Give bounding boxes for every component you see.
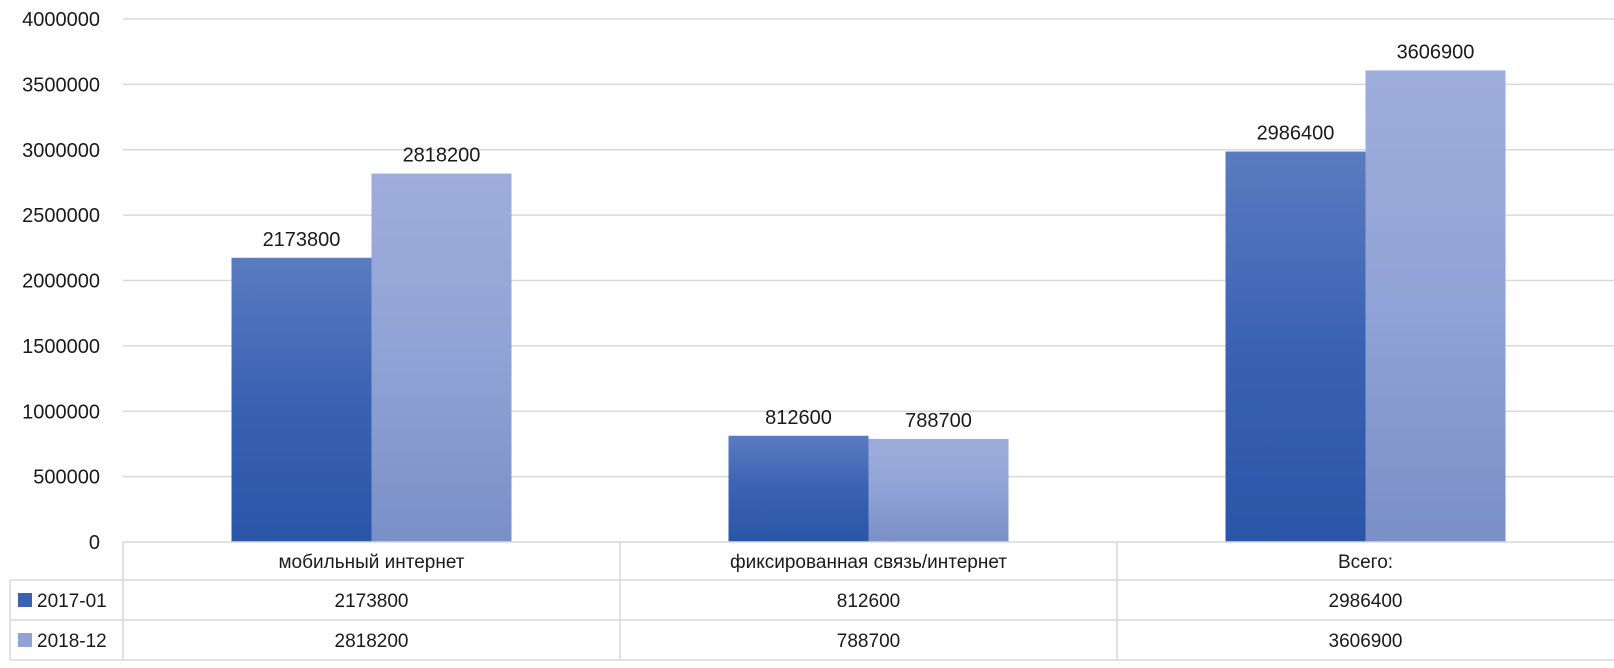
legend-label: 2017-01 bbox=[37, 591, 107, 612]
table-cell-value: 2986400 bbox=[1329, 591, 1403, 612]
table-cell-value: 2173800 bbox=[335, 591, 409, 612]
data-labels: 2173800 2818200 812600 788700 2986400 3606900 bbox=[263, 41, 1475, 431]
bar-2017-01-1 bbox=[728, 435, 869, 542]
data-label: 788700 bbox=[905, 410, 972, 432]
data-label: 3606900 bbox=[1397, 41, 1475, 63]
data-label: 2173800 bbox=[263, 229, 341, 251]
bar-2018-12-1 bbox=[868, 438, 1009, 542]
table-cell-value: 3606900 bbox=[1329, 631, 1403, 652]
y-tick-label: 2000000 bbox=[22, 271, 100, 293]
legend-key bbox=[18, 593, 32, 607]
y-tick-label: 1000000 bbox=[22, 401, 100, 423]
y-tick-label: 0 bbox=[89, 532, 100, 554]
legend-label: 2018-12 bbox=[37, 631, 107, 652]
bar-2018-12-0 bbox=[371, 173, 512, 542]
data-label: 812600 bbox=[765, 407, 832, 429]
y-tick-label: 500000 bbox=[33, 467, 100, 489]
x-category-label: фиксированная связь/интернет bbox=[730, 552, 1007, 573]
y-tick-label: 3500000 bbox=[22, 74, 100, 96]
data-label: 2818200 bbox=[403, 145, 481, 167]
bar-2017-01-2 bbox=[1225, 151, 1366, 542]
y-tick-label: 1500000 bbox=[22, 336, 100, 358]
x-category-label: Всего: bbox=[1338, 552, 1393, 573]
y-tick-label: 4000000 bbox=[22, 9, 100, 31]
table-cell-value: 788700 bbox=[837, 631, 900, 652]
bar-2018-12-2 bbox=[1365, 70, 1506, 542]
x-category-label: мобильный интернет bbox=[278, 552, 464, 573]
y-axis-ticks: 0 500000 1000000 1500000 2000000 2500000 30000… bbox=[22, 9, 100, 554]
bars bbox=[231, 70, 1506, 542]
table-cell-value: 812600 bbox=[837, 591, 900, 612]
y-tick-label: 3000000 bbox=[22, 140, 100, 162]
table-cell-value: 2818200 bbox=[335, 631, 409, 652]
data-table: мобильный интернет фиксированная связь/ин… bbox=[9, 541, 1614, 661]
data-label: 2986400 bbox=[1257, 123, 1335, 145]
bar-2017-01-0 bbox=[231, 257, 372, 542]
y-tick-label: 2500000 bbox=[22, 205, 100, 227]
legend-key bbox=[18, 633, 32, 647]
